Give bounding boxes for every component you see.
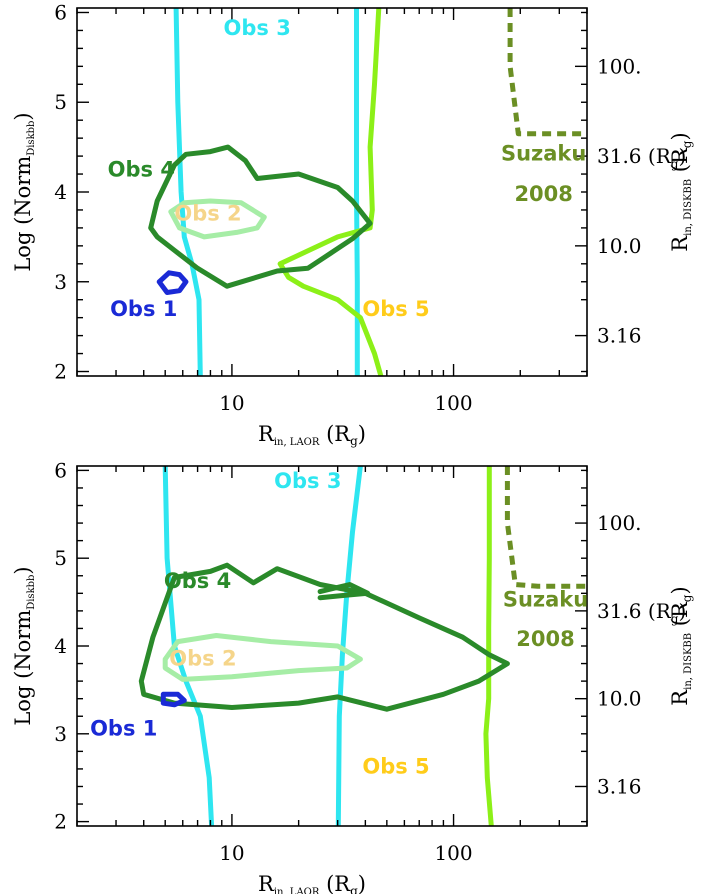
series-obs3-0 xyxy=(173,8,203,376)
series-obs3-1 xyxy=(335,466,363,826)
x-tick-label: 10 xyxy=(219,391,244,415)
y2-tick-label: 3.16 xyxy=(597,774,642,798)
y2-axis-title: Rin, DISKBB (Rg) xyxy=(668,132,694,251)
annotation-label_obs2: Obs 2 xyxy=(169,646,236,670)
x-tick-label: 10 xyxy=(219,841,244,865)
series-obs1-6 xyxy=(156,270,189,295)
y-tick-label: 5 xyxy=(54,546,67,570)
series-obs4-4 xyxy=(148,144,373,289)
annotation-label_obs3: Obs 3 xyxy=(224,16,291,40)
x-tick-label: 100 xyxy=(434,841,472,865)
x-tick-label: 100 xyxy=(434,391,472,415)
y2-ticks xyxy=(575,11,587,373)
y-ticks xyxy=(77,11,89,373)
data-curves xyxy=(138,466,587,826)
y2-ticks xyxy=(575,469,587,823)
chart-panel-2: 10 100 2 3 4 5 6 3.16 10.0 31.6 (Rg) 100. Rin, LAOR… xyxy=(11,458,694,894)
y2-axis-title: Rin, DISKBB (Rg) xyxy=(668,586,694,705)
series-obs2-6 xyxy=(162,633,363,682)
annotation-label_obs5: Obs 5 xyxy=(362,754,429,778)
series-obs4-5 xyxy=(317,582,371,601)
annotation-label_obs1: Obs 1 xyxy=(110,297,177,321)
y-tick-label: 6 xyxy=(54,458,67,482)
y-axis-title: Log (NormDiskbb) xyxy=(11,566,37,725)
series-obs4-4 xyxy=(138,562,510,712)
y2-tick-label: 100. xyxy=(597,511,642,535)
x-axis-title: Rin, LAOR (Rg) xyxy=(258,422,366,448)
annotation-label_obs1: Obs 1 xyxy=(90,717,157,741)
chart-panel-1: 10 100 2 3 4 5 6 3.16 10.0 31.6 (Rg) 100. Rin, LAOR… xyxy=(11,0,694,448)
y-ticks xyxy=(77,469,89,823)
y-axis-title: Log (NormDiskbb) xyxy=(11,112,37,271)
x-axis-title: Rin, LAOR (Rg) xyxy=(258,872,366,894)
annotation-label_suzaku: Suzaku xyxy=(503,587,588,611)
annotation-label_obs4: Obs 4 xyxy=(108,158,175,182)
annotation-label_obs5: Obs 5 xyxy=(362,297,429,321)
annotation-label_obs4: Obs 4 xyxy=(164,569,231,593)
y2-tick-label: 31.6 (Rg) xyxy=(597,599,686,626)
series-suzaku-3 xyxy=(504,466,587,589)
series-obs3-1 xyxy=(354,8,360,376)
y2-tick-label: 100. xyxy=(597,54,642,78)
series-obs1-7 xyxy=(160,691,187,708)
y-tick-label: 4 xyxy=(54,180,67,204)
annotation-label_obs3: Obs 3 xyxy=(274,469,341,493)
y2-tick-label: 10.0 xyxy=(597,687,642,711)
x-ticks xyxy=(76,8,588,376)
annotation-label_suzaku: Suzaku xyxy=(501,142,586,166)
y-tick-label: 3 xyxy=(54,722,67,746)
y-tick-label: 6 xyxy=(54,0,67,24)
series-obs5-2 xyxy=(277,8,384,376)
y-tick-label: 2 xyxy=(54,810,67,834)
annotation-label_obs2: Obs 2 xyxy=(174,202,241,226)
y-tick-label: 3 xyxy=(54,270,67,294)
y2-tick-label: 10.0 xyxy=(597,234,642,258)
y-tick-label: 5 xyxy=(54,90,67,114)
annotation-label_suzaku: 2008 xyxy=(514,182,572,206)
y-tick-label: 2 xyxy=(54,360,67,384)
y-tick-label: 4 xyxy=(54,634,67,658)
data-curves xyxy=(148,8,587,376)
series-obs2-5 xyxy=(168,198,267,240)
y2-tick-label: 3.16 xyxy=(597,324,642,348)
annotation-label_suzaku: 2008 xyxy=(516,627,574,651)
series-obs5-2 xyxy=(483,466,494,826)
y2-tick-label: 31.6 (Rg) xyxy=(597,144,686,171)
series-suzaku-3 xyxy=(507,8,587,137)
